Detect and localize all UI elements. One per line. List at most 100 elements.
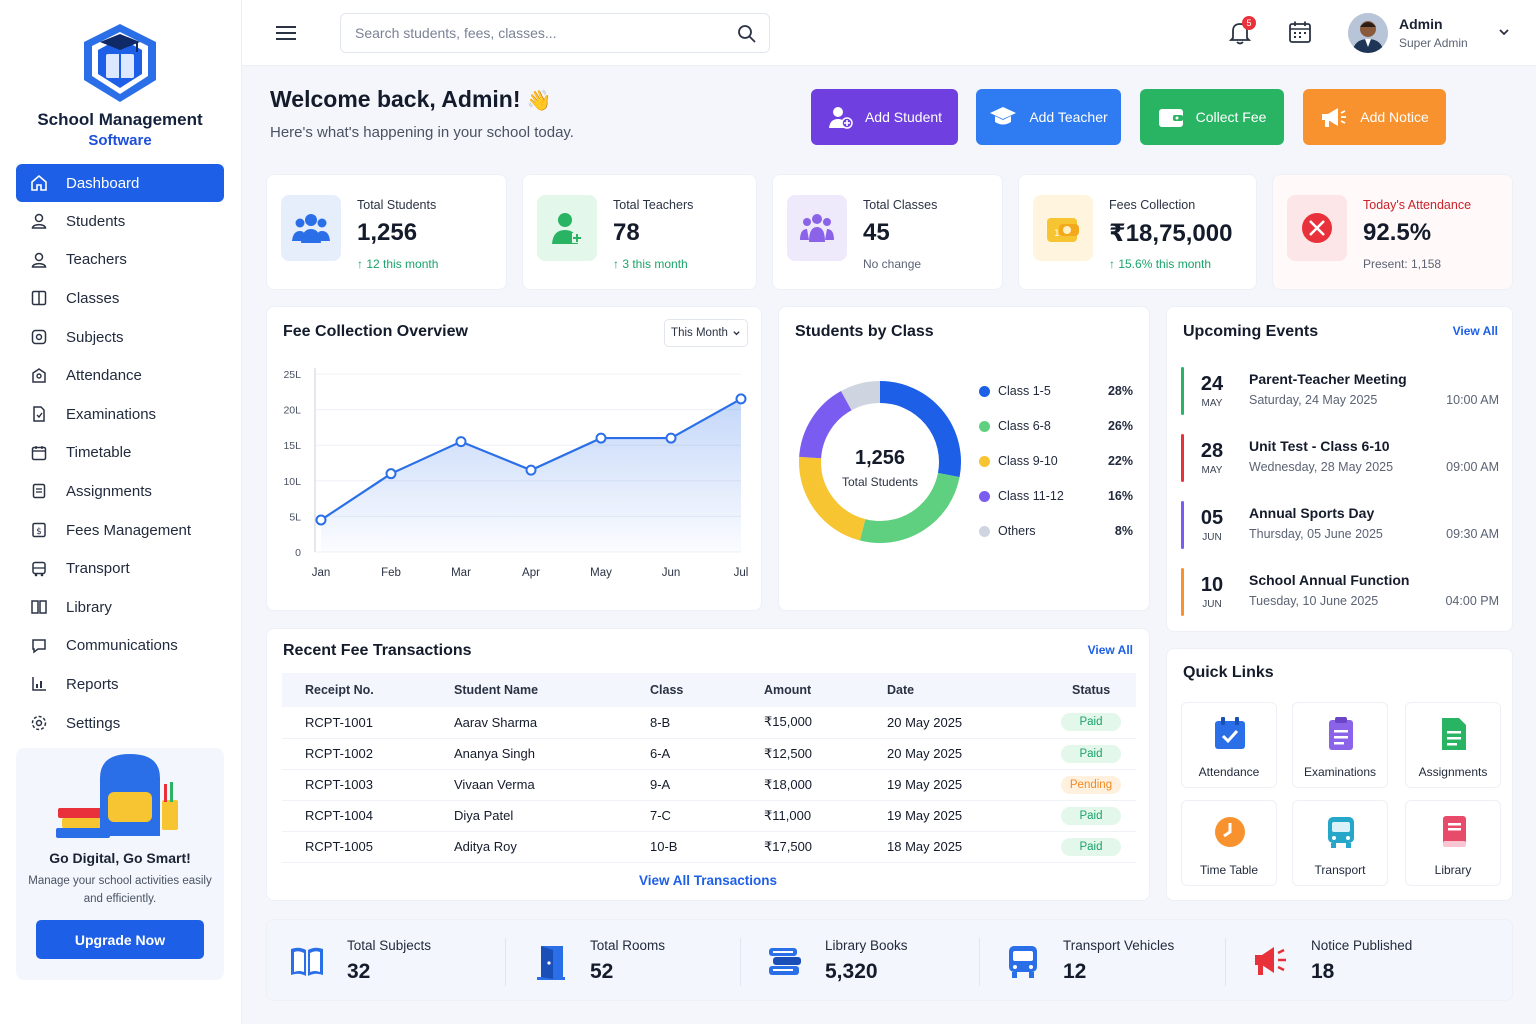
table-row[interactable]: RCPT-1001 Aarav Sharma 8-B ₹15,000 20 Ma… [282,707,1136,739]
collect-fee-button[interactable]: Collect Fee [1140,89,1284,145]
sidebar-item-label: Teachers [66,251,127,269]
legend-item: Class 6-8 26% [979,419,1133,433]
status-badge: Paid [1061,806,1121,825]
add-notice-button[interactable]: Add Notice [1303,89,1446,145]
quick-link-examinations[interactable]: Examinations [1292,702,1388,788]
quick-link-assignments[interactable]: Assignments [1405,702,1501,788]
donut-slice [859,472,960,543]
quick-link-transport[interactable]: Transport [1292,800,1388,886]
add-student-button[interactable]: Add Student [811,89,958,145]
amount-cell: ₹15,000 [722,707,847,739]
table-row[interactable]: RCPT-1005 Aditya Roy 10-B ₹17,500 18 May… [282,831,1136,863]
sidebar-item-attendance[interactable]: Attendance [16,356,224,395]
bus-icon [1328,817,1354,848]
stat-card-classes[interactable]: Total Classes 45 No change [772,174,1003,290]
calendar-icon[interactable] [1288,20,1312,44]
event-item[interactable]: 28 MAY Unit Test - Class 6-10 Wednesday,… [1181,434,1499,482]
legend-label: Class 11-12 [998,489,1064,503]
sidebar-item-communications[interactable]: Communications [16,627,224,666]
bottom-stat-subjects: Total Subjects 32 [289,920,489,1002]
chevron-down-icon[interactable] [1498,26,1510,38]
stat-card-attendance[interactable]: Today's Attendance 92.5% Present: 1,158 [1272,174,1513,290]
sidebar-item-label: Transport [66,560,130,578]
stat-card-students[interactable]: Total Students 1,256 ↑ 12 this month [266,174,507,290]
sidebar-item-assignments[interactable]: Assignments [16,472,224,511]
sidebar-item-students[interactable]: Students [16,202,224,241]
donut-slice [799,391,852,459]
event-item[interactable]: 24 MAY Parent-Teacher Meeting Saturday, … [1181,367,1499,415]
sidebar-nav: Dashboard Students Teachers Classes Subj… [16,164,224,742]
hamburger-menu-icon[interactable] [276,24,298,42]
search-icon[interactable] [737,24,757,44]
legend-label: Class 1-5 [998,384,1051,398]
legend-dot [979,385,990,397]
sidebar-item-examinations[interactable]: Examinations [16,395,224,434]
stat-card-teachers[interactable]: Total Teachers 78 ↑ 3 this month [522,174,757,290]
legend-item: Class 1-5 28% [979,384,1133,398]
sidebar-item-classes[interactable]: Classes [16,279,224,318]
sidebar-item-teachers[interactable]: Teachers [16,241,224,280]
sidebar-item-transport[interactable]: Transport [16,549,224,588]
sidebar-item-label: Subjects [66,328,124,346]
stat-card-fees[interactable]: 1 Fees Collection ₹18,75,000 ↑ 15.6% thi… [1018,174,1257,290]
transactions-view-all-link[interactable]: View All [1087,643,1133,657]
home-icon [30,174,48,192]
period-dropdown[interactable]: This Month [664,319,748,347]
legend-dot [979,420,990,432]
sidebar-item-label: Classes [66,289,120,307]
legend-dot [979,455,990,467]
table-row[interactable]: RCPT-1002 Ananya Singh 6-A ₹12,500 20 Ma… [282,738,1136,770]
event-month: JUN [1202,532,1222,543]
x-tick-label: Jan [312,567,331,579]
search-input[interactable]: Search students, fees, classes... [340,13,770,53]
brand-logo[interactable]: School Management Software [0,20,240,149]
data-point [525,464,537,476]
topbar: Search students, fees, classes... 5 Admi… [242,0,1536,66]
event-day: 28 [1200,440,1224,462]
backpack-illustration-icon [56,754,178,838]
notification-bell-icon[interactable] [1228,20,1252,46]
date-cell: 19 May 2025 [847,769,1012,801]
quick-link-label: Transport [1314,863,1366,877]
event-title: Annual Sports Day [1249,505,1375,521]
table-row[interactable]: RCPT-1004 Diya Patel 7-C ₹11,000 19 May … [282,800,1136,832]
notification-badge: 5 [1242,16,1256,30]
x-tick-label: Jun [662,567,681,579]
sidebar-item-settings[interactable]: Settings [16,704,224,743]
user-name[interactable]: Admin [1399,16,1443,32]
table-row[interactable]: RCPT-1003 Vivaan Verma 9-A ₹18,000 19 Ma… [282,769,1136,801]
data-point [455,436,467,448]
y-tick-label: 25L [283,369,301,381]
legend-label: Class 9-10 [998,454,1058,468]
event-color-bar [1181,434,1184,482]
events-view-all-link[interactable]: View All [1452,324,1498,338]
amount-cell: ₹11,000 [722,800,847,832]
legend-item: Others 8% [979,524,1133,538]
event-item[interactable]: 10 JUN School Annual Function Tuesday, 1… [1181,568,1499,616]
sidebar: School Management Software Dashboard Stu… [0,0,242,1024]
class-cell: 6-A [612,738,722,770]
column-header: Status [1012,673,1136,707]
megaphone-icon [1322,108,1347,127]
bottom-stat-value: 18 [1311,960,1335,983]
quick-link-time-table[interactable]: Time Table [1181,800,1277,886]
sidebar-item-subjects[interactable]: Subjects [16,318,224,357]
data-point [595,432,607,444]
sidebar-item-fees[interactable]: $ Fees Management [16,511,224,550]
add-teacher-button[interactable]: Add Teacher [976,89,1121,145]
bottom-stat-label: Transport Vehicles [1063,938,1175,953]
sidebar-item-reports[interactable]: Reports [16,665,224,704]
sidebar-item-dashboard[interactable]: Dashboard [16,164,224,202]
stat-value: ₹18,75,000 [1109,220,1233,247]
event-item[interactable]: 05 JUN Annual Sports Day Thursday, 05 Ju… [1181,501,1499,549]
upgrade-now-button[interactable]: Upgrade Now [36,920,204,959]
fee-collection-card: Fee Collection Overview This Month 0 5L 10… [266,306,762,611]
reports-icon [30,675,48,693]
student-name: Diya Patel [432,800,612,832]
sidebar-item-timetable[interactable]: Timetable [16,434,224,473]
avatar[interactable] [1348,13,1388,53]
view-all-transactions-link[interactable]: View All Transactions [638,873,778,888]
quick-link-attendance[interactable]: Attendance [1181,702,1277,788]
sidebar-item-library[interactable]: Library [16,588,224,627]
quick-link-library[interactable]: Library [1405,800,1501,886]
